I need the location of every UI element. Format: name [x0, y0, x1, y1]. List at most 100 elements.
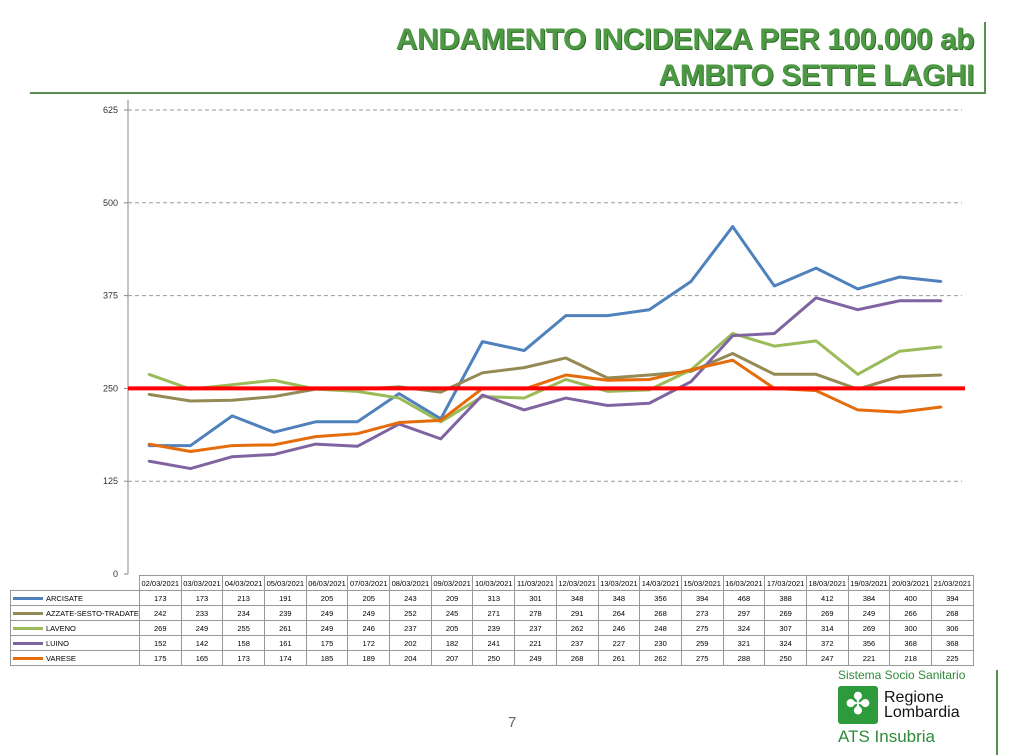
data-point: [814, 373, 818, 376]
table-cell: 165: [180, 650, 224, 666]
table-cell: 249: [847, 605, 891, 621]
legend-swatch: [13, 642, 43, 646]
table-cell: 313: [472, 590, 516, 606]
date-header: 04/03/2021: [222, 575, 265, 591]
data-point: [522, 396, 526, 400]
legend-label: LAVENO: [46, 623, 76, 633]
data-point: [689, 280, 693, 283]
table-cell: 161: [264, 635, 307, 651]
table-cell: 173: [180, 590, 224, 606]
data-point: [314, 442, 317, 446]
table-cell: 249: [180, 620, 224, 636]
table-cell: 269: [138, 620, 182, 636]
table-cell: 175: [138, 650, 182, 666]
table-cell: 189: [347, 650, 391, 666]
table-cell: 268: [931, 605, 974, 621]
data-point: [272, 395, 276, 398]
data-point: [939, 280, 943, 283]
data-point: [522, 366, 526, 369]
data-point: [272, 443, 276, 447]
data-point: [731, 225, 734, 228]
table-cell: 174: [264, 650, 307, 666]
data-point: [856, 308, 859, 311]
legend-swatch: [13, 657, 43, 661]
date-header: 11/03/2021: [514, 575, 557, 591]
table-cell: 205: [305, 590, 349, 606]
data-point: [356, 420, 359, 424]
table-cell: 173: [138, 590, 182, 606]
table-cell: 468: [722, 590, 766, 606]
lombardia-rose-icon: ✤: [838, 686, 878, 724]
data-point: [814, 339, 818, 343]
data-point: [439, 419, 442, 422]
table-cell: 394: [680, 590, 724, 606]
y-tick-label: 500: [103, 198, 118, 208]
data-point: [231, 455, 234, 458]
table-cell: 261: [264, 620, 307, 636]
table-cell: 246: [347, 620, 391, 636]
data-point: [564, 314, 568, 317]
date-header: 10/03/2021: [472, 575, 516, 591]
y-tick-label: 625: [103, 105, 118, 115]
data-point: [898, 375, 901, 378]
table-cell: 249: [514, 650, 557, 666]
line-chart: 0 125 250 375 500 625: [103, 100, 965, 579]
series-line-varese: [148, 358, 942, 454]
data-point: [606, 390, 609, 393]
table-cell: 204: [389, 650, 432, 666]
data-point: [231, 399, 234, 402]
table-cell: 207: [430, 650, 474, 666]
data-point: [439, 437, 442, 441]
data-point: [147, 393, 151, 396]
table-cell: 249: [305, 620, 349, 636]
date-header: 05/03/2021: [264, 575, 307, 591]
table-cell: 372: [805, 635, 849, 651]
table-cell: 348: [597, 590, 641, 606]
logo-name-2: Lombardia: [884, 704, 960, 721]
data-point: [856, 408, 859, 412]
data-point: [189, 450, 192, 453]
data-point: [439, 390, 442, 394]
table-cell: 255: [222, 620, 265, 636]
table-cell: 288: [722, 650, 766, 666]
data-point: [731, 352, 734, 355]
corner-cell: [11, 576, 140, 591]
table-cell: 262: [639, 650, 682, 666]
table-row: LAVENO 269 249 255 261 249 246 237 205 239 237 262 2…: [10, 620, 974, 636]
logo-name-1: Regione: [884, 689, 944, 706]
data-point: [231, 444, 234, 447]
date-header: 15/03/2021: [680, 575, 724, 591]
table-cell: 268: [639, 605, 682, 621]
table-cell: 271: [472, 605, 516, 621]
table-cell: 248: [639, 620, 682, 636]
data-point: [606, 379, 609, 382]
series-line-arcisate: [148, 225, 942, 448]
table-row: LUINO 152 142 158 161 175 172 202 182 241 221 237 22…: [10, 635, 974, 651]
table-cell: 221: [847, 650, 891, 666]
table-cell: 249: [305, 605, 349, 621]
data-point: [481, 340, 484, 343]
legend-entry: AZZATE-SESTO-TRADATE: [10, 605, 140, 621]
data-point: [898, 410, 901, 414]
table-cell: 221: [514, 635, 557, 651]
table-cell: 205: [347, 590, 391, 606]
table-cell: 388: [764, 590, 807, 606]
legend-swatch: [13, 627, 43, 631]
date-header: 13/03/2021: [597, 575, 641, 591]
legend-label: AZZATE-SESTO-TRADATE: [46, 608, 139, 618]
data-point: [689, 368, 693, 372]
table-cell: 185: [305, 650, 349, 666]
data-point: [773, 373, 776, 376]
data-point: [147, 442, 151, 446]
data-point: [773, 344, 776, 348]
table-cell: 182: [430, 635, 474, 651]
data-point: [314, 420, 317, 424]
data-point: [189, 444, 192, 447]
table-cell: 250: [764, 650, 807, 666]
table-cell: 384: [847, 590, 891, 606]
date-header: 08/03/2021: [389, 575, 432, 591]
table-cell: 266: [889, 605, 932, 621]
page-number: 7: [508, 714, 517, 731]
logo: Sistema Socio Sanitario ✤ Regione Lombard…: [838, 668, 965, 747]
table-cell: 237: [514, 620, 557, 636]
